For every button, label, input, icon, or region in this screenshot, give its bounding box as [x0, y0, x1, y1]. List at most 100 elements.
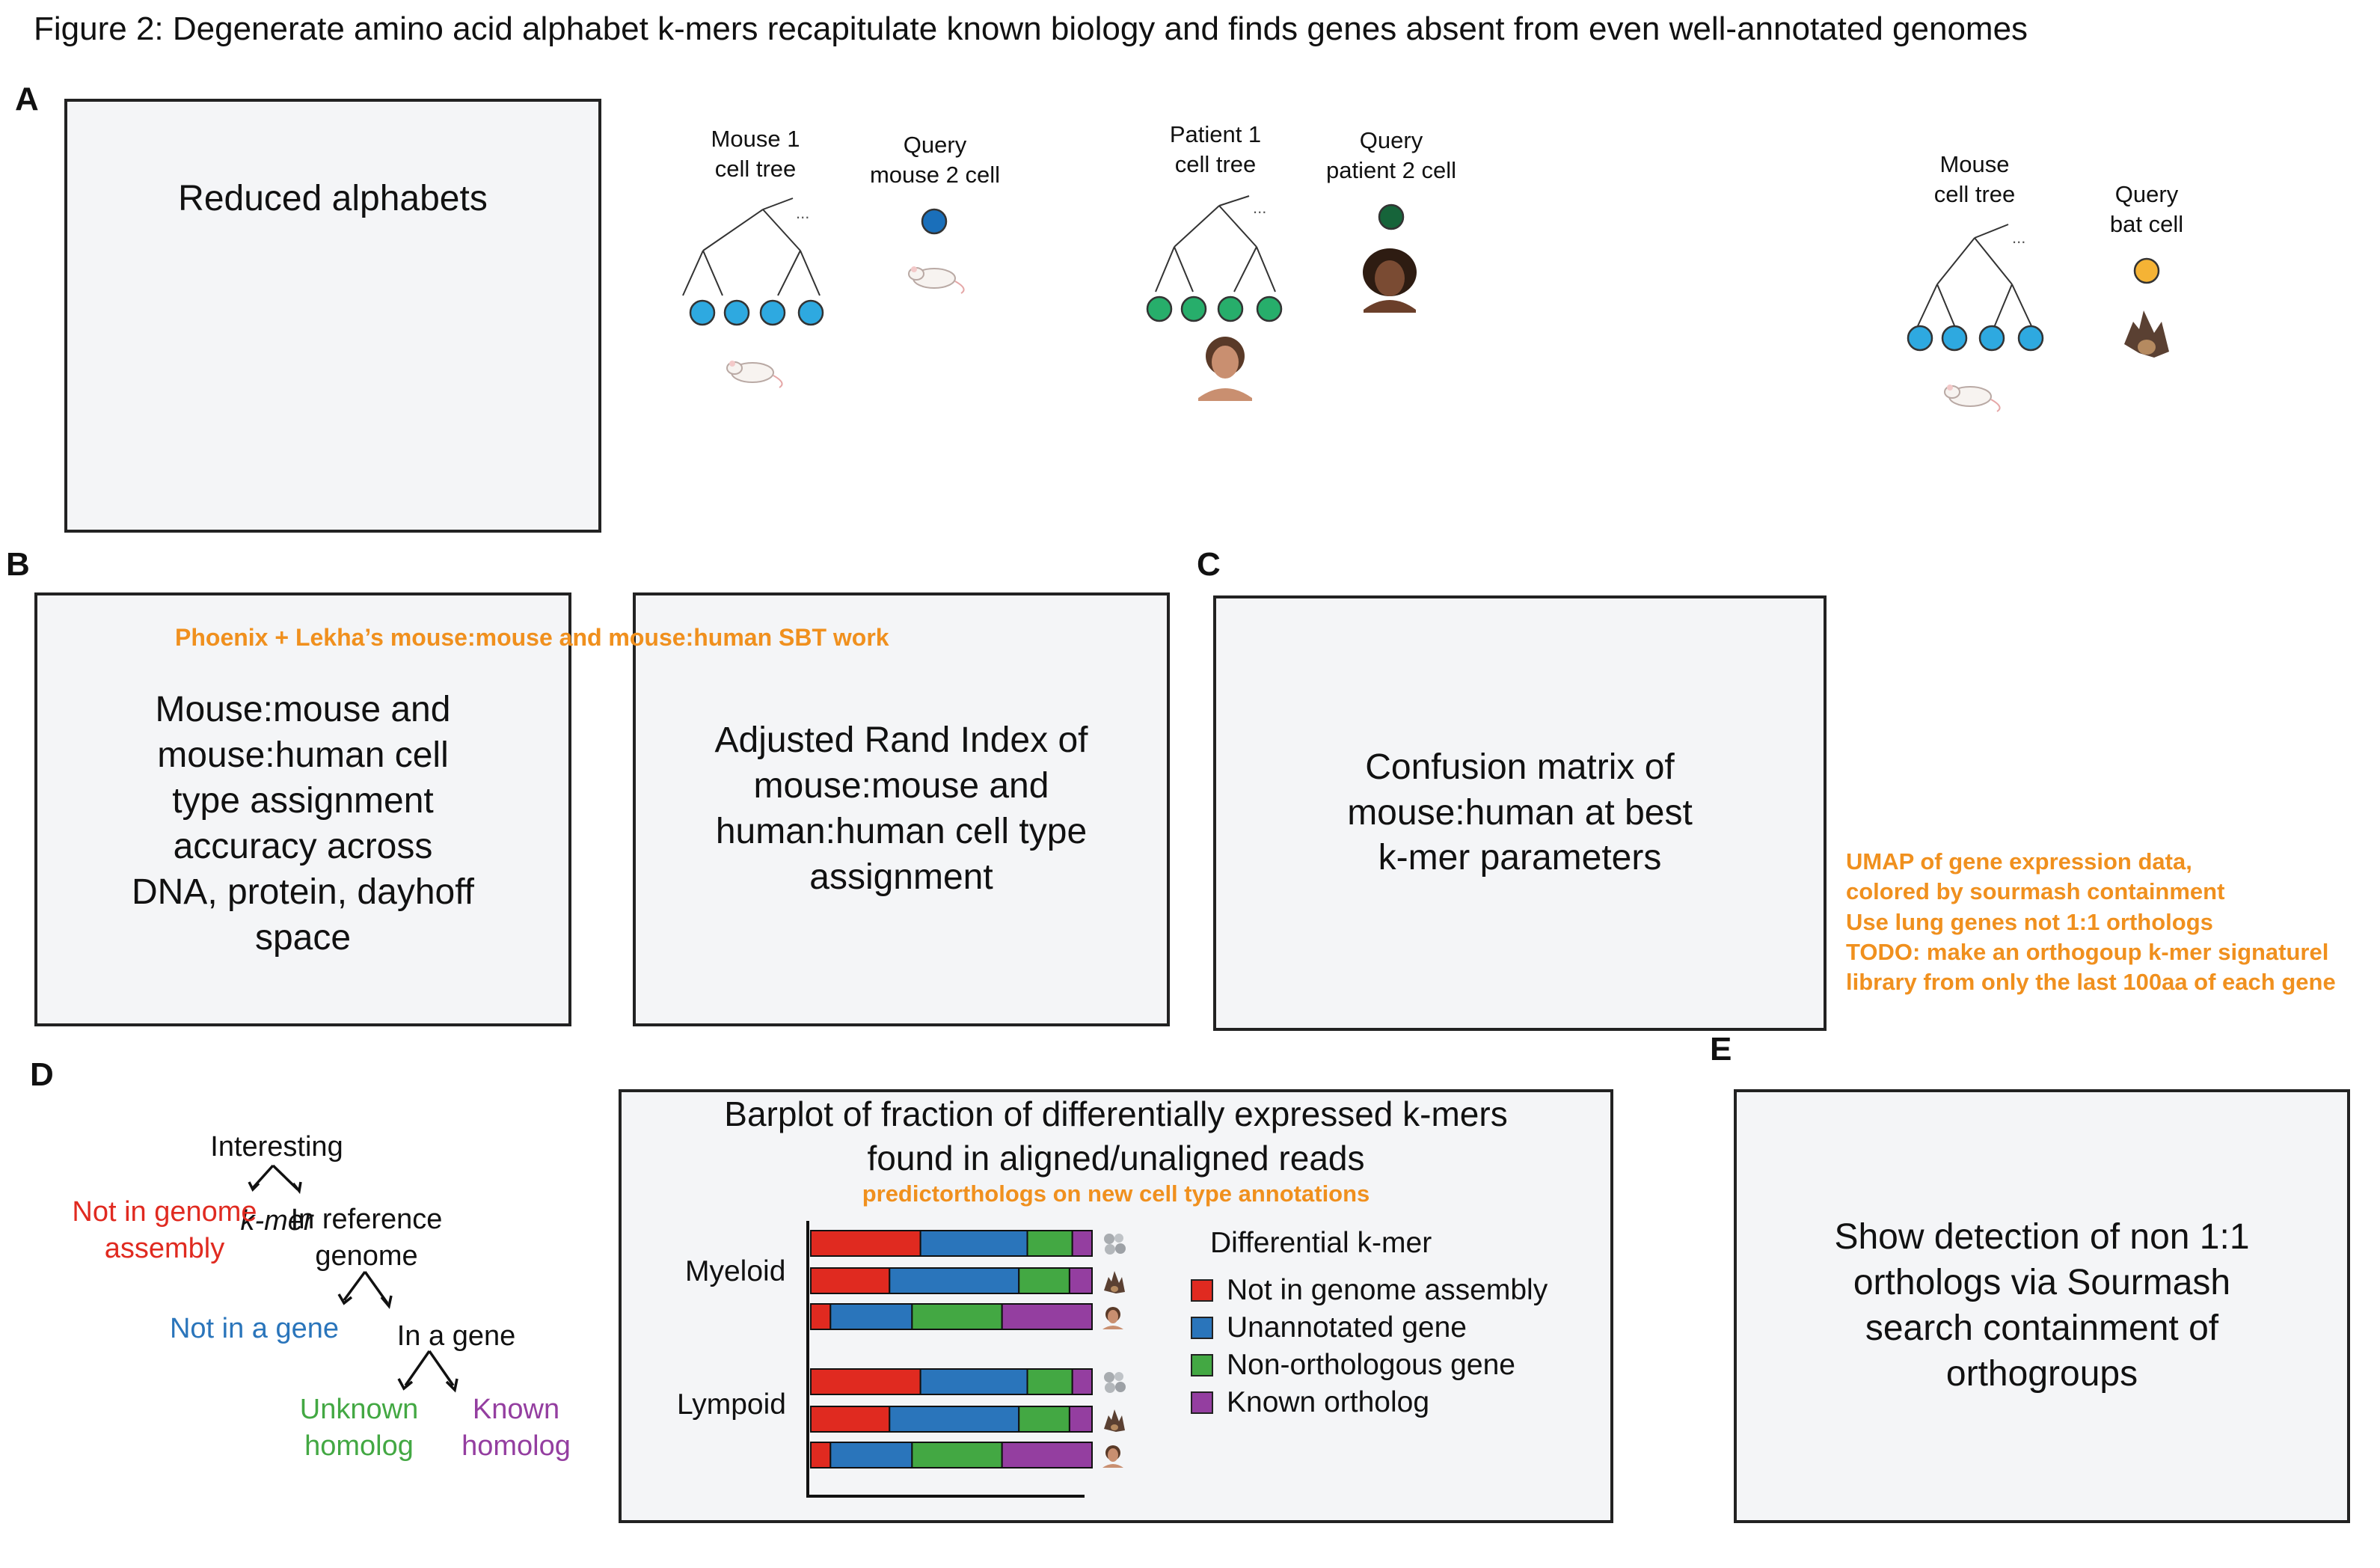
bar-segment-non-orthologous-gene-row1 [1026, 1230, 1073, 1257]
mouse-cell-tree [1916, 224, 2034, 330]
panel-label-b: B [6, 546, 30, 583]
legend-swatch [1191, 1391, 1213, 1414]
figure-title: Figure 2: Degenerate amino acid alphabet… [34, 10, 2028, 47]
bar-segment-non-orthologous-gene-row3 [911, 1303, 1003, 1330]
confusion-matrix-box: Confusion matrix of mouse:human at best … [1213, 595, 1827, 1031]
barplot-note: predictorthologs on new cell type annota… [862, 1180, 1370, 1207]
non-orthologs-detection-box: Show detection of non 1:1 orthologs via … [1734, 1089, 2350, 1523]
bar-segment-non-orthologous-gene-row2 [1018, 1267, 1070, 1294]
bar-segment-not-in-genome-assembly-row4 [810, 1368, 921, 1395]
bar-segment-not-in-genome-assembly-row3 [810, 1303, 832, 1330]
legend-swatch [1191, 1354, 1213, 1376]
cell-cluster-icon [1102, 1232, 1128, 1256]
legend-label: Non-orthologous gene [1227, 1349, 1515, 1381]
bar-segment-unannotated-gene-row5 [889, 1406, 1020, 1433]
bat-icon [1104, 1271, 1125, 1293]
bar-segment-unannotated-gene-row2 [889, 1267, 1020, 1294]
legend: Not in genome assembly Unannotated gene … [1191, 1272, 1548, 1421]
query-bat-cell [2133, 257, 2160, 284]
tree-root: Interesting [210, 1131, 343, 1163]
unknown-homolog-label: Unknown homolog [299, 1394, 419, 1463]
bar-segment-known-ortholog-row5 [1068, 1406, 1094, 1433]
bat-icon [1104, 1409, 1125, 1432]
legend-label: Unannotated gene [1227, 1311, 1467, 1344]
patient1-tree-label: Patient 1 cell tree [1169, 121, 1262, 178]
bar-segment-known-ortholog-row2 [1068, 1267, 1094, 1294]
human-icon [1102, 1445, 1123, 1468]
panel-label-a: A [15, 81, 39, 117]
group-label-lympoid: Lympoid [677, 1388, 786, 1421]
human-icon [1102, 1307, 1123, 1329]
legend-swatch [1191, 1279, 1213, 1302]
query-bat-label: Query bat cell [2109, 181, 2184, 238]
bar-segment-unannotated-gene-row4 [919, 1368, 1028, 1395]
mouse1-cells [689, 299, 824, 326]
bar-segment-non-orthologous-gene-row4 [1026, 1368, 1073, 1395]
human-icon [1198, 337, 1252, 401]
known-homolog-label: Known homolog [461, 1394, 571, 1463]
bar-segment-known-ortholog-row1 [1071, 1230, 1094, 1257]
mouse-icon [908, 266, 965, 294]
human-icon [1363, 248, 1417, 313]
group-label-myeloid: Myeloid [685, 1255, 786, 1287]
panel-label-e: E [1710, 1031, 1732, 1068]
legend-label: Not in genome assembly [1227, 1274, 1548, 1306]
barplot-title: Barplot of fraction of differentially ex… [724, 1094, 1508, 1177]
bar-segment-known-ortholog-row6 [1001, 1442, 1094, 1469]
reduced-alphabets-box: Reduced alphabets [64, 99, 601, 533]
panel-label-c: C [1197, 546, 1221, 583]
tree-ellipsis-3: ... [2012, 228, 2025, 247]
query-mouse2-cell [921, 208, 948, 235]
legend-title: Differential k-mer [1210, 1227, 1432, 1259]
bar-segment-unannotated-gene-row3 [829, 1303, 913, 1330]
confusion-matrix-text: Confusion matrix of mouse:human at best … [1347, 747, 1693, 878]
panel-c-note: UMAP of gene expression data, colored by… [1846, 848, 2336, 996]
mouse1-tree-label: Mouse 1 cell tree [711, 126, 800, 183]
bar-segment-unannotated-gene-row6 [829, 1442, 913, 1469]
cell-cluster-icon [1102, 1371, 1128, 1394]
bar-segment-known-ortholog-row3 [1001, 1303, 1094, 1330]
cell-type-accuracy-text: Mouse:mouse and mouse:human cell type as… [131, 690, 475, 958]
tree-ellipsis-2: ... [1253, 198, 1266, 217]
legend-item-not-in-genome: Not in genome assembly [1191, 1272, 1548, 1309]
adjusted-rand-index-text: Adjusted Rand Index of mouse:mouse and h… [714, 720, 1088, 897]
legend-swatch [1191, 1317, 1213, 1339]
interesting-kmer-label: Interesting k-mer [165, 1092, 389, 1277]
bar-segment-not-in-genome-assembly-row2 [810, 1267, 891, 1294]
bar-segment-not-in-genome-assembly-row1 [810, 1230, 921, 1257]
legend-item-known-ortholog: Known ortholog [1191, 1384, 1548, 1421]
bar-segment-unannotated-gene-row1 [919, 1230, 1028, 1257]
mouse-tree-label: Mouse cell tree [1933, 151, 2016, 208]
in-reference-genome-label: In reference genome [290, 1204, 443, 1273]
legend-item-non-orthologous: Non-orthologous gene [1191, 1347, 1548, 1384]
legend-item-unannotated: Unannotated gene [1191, 1309, 1548, 1347]
query-patient2-cell [1378, 203, 1405, 230]
bar-segment-known-ortholog-row4 [1071, 1368, 1094, 1395]
mouse-icon [726, 361, 783, 388]
non-orthologs-detection-text: Show detection of non 1:1 orthologs via … [1834, 1217, 2250, 1394]
not-in-a-gene-label: Not in a gene [169, 1313, 340, 1344]
reduced-alphabets-text: Reduced alphabets [178, 179, 488, 218]
mouse-icon [1944, 385, 2001, 412]
query-patient2-label: Query patient 2 cell [1325, 127, 1457, 184]
patient1-cell-tree [1155, 195, 1276, 293]
mouse-cells [1907, 325, 2044, 352]
bar-segment-non-orthologous-gene-row6 [911, 1442, 1003, 1469]
panel-b-note-overlay: Phoenix + Lekha’s mouse:mouse and mouse:… [175, 624, 889, 651]
bar-segment-not-in-genome-assembly-row5 [810, 1406, 891, 1433]
mouse1-cell-tree [682, 197, 821, 296]
not-in-genome-assembly-label: Not in genome assembly [72, 1196, 257, 1265]
tree-ellipsis-1: ... [796, 203, 809, 222]
patient1-cells [1146, 295, 1283, 322]
legend-label: Known ortholog [1227, 1386, 1430, 1418]
bat-icon [2124, 310, 2169, 358]
in-a-gene-label: In a gene [396, 1320, 516, 1352]
cell-type-accuracy-box: Mouse:mouse and mouse:human cell type as… [34, 592, 571, 1026]
adjusted-rand-index-box: Adjusted Rand Index of mouse:mouse and h… [633, 592, 1170, 1026]
bar-segment-not-in-genome-assembly-row6 [810, 1442, 832, 1469]
tree-root-kmer: k-mer [240, 1205, 313, 1237]
barplot-axes [806, 1221, 1085, 1498]
